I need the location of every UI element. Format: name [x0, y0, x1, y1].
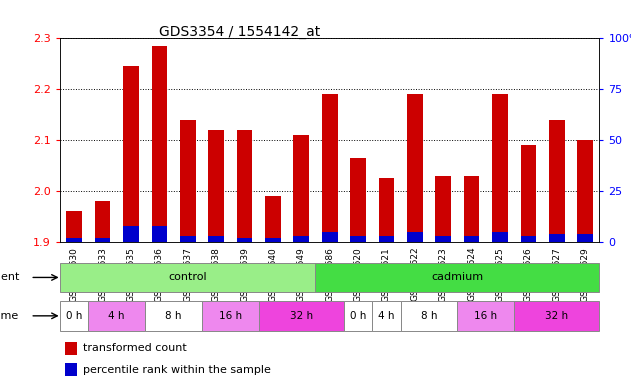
- Bar: [265, 238, 281, 242]
- Bar: [344, 301, 372, 331]
- Bar: [95, 238, 110, 242]
- Bar: [372, 301, 401, 331]
- Bar: [123, 226, 139, 242]
- Bar: [66, 342, 77, 355]
- Bar: [293, 236, 309, 242]
- Text: 4 h: 4 h: [109, 311, 125, 321]
- Bar: [265, 196, 281, 242]
- Bar: [407, 94, 423, 242]
- Bar: [350, 158, 366, 242]
- Bar: [123, 66, 139, 242]
- Bar: [521, 145, 536, 242]
- Bar: [435, 176, 451, 242]
- Bar: [379, 236, 394, 242]
- Bar: [464, 176, 480, 242]
- Bar: [151, 226, 167, 242]
- Bar: [145, 301, 202, 331]
- Bar: [259, 301, 344, 331]
- Text: 32 h: 32 h: [290, 311, 313, 321]
- Bar: [208, 130, 224, 242]
- Bar: [492, 232, 508, 242]
- Bar: [60, 263, 316, 292]
- Text: 0 h: 0 h: [66, 311, 82, 321]
- Bar: [66, 363, 77, 376]
- Bar: [60, 301, 88, 331]
- Text: 8 h: 8 h: [421, 311, 437, 321]
- Text: 4 h: 4 h: [378, 311, 395, 321]
- Bar: [208, 236, 224, 242]
- Bar: [151, 46, 167, 242]
- Bar: [457, 301, 514, 331]
- Bar: [322, 94, 338, 242]
- Text: percentile rank within the sample: percentile rank within the sample: [83, 364, 271, 375]
- Bar: [66, 238, 82, 242]
- Bar: [407, 232, 423, 242]
- Bar: [521, 236, 536, 242]
- Bar: [514, 301, 599, 331]
- Text: GDS3354 / 1554142_at: GDS3354 / 1554142_at: [159, 25, 321, 39]
- Text: 16 h: 16 h: [219, 311, 242, 321]
- Bar: [549, 120, 565, 242]
- Bar: [401, 301, 457, 331]
- Bar: [237, 130, 252, 242]
- Bar: [435, 236, 451, 242]
- Bar: [492, 94, 508, 242]
- Bar: [180, 120, 196, 242]
- Bar: [202, 301, 259, 331]
- Text: 8 h: 8 h: [165, 311, 182, 321]
- Bar: [464, 236, 480, 242]
- Bar: [549, 234, 565, 242]
- Text: agent: agent: [0, 272, 20, 283]
- Text: 16 h: 16 h: [475, 311, 497, 321]
- Bar: [379, 178, 394, 242]
- Bar: [293, 135, 309, 242]
- Text: 0 h: 0 h: [350, 311, 366, 321]
- Text: 32 h: 32 h: [545, 311, 569, 321]
- Bar: [237, 238, 252, 242]
- Text: transformed count: transformed count: [83, 343, 186, 354]
- Text: control: control: [168, 272, 207, 283]
- Text: time: time: [0, 311, 20, 321]
- Bar: [95, 201, 110, 242]
- Bar: [316, 263, 599, 292]
- Text: cadmium: cadmium: [432, 272, 483, 283]
- Bar: [180, 236, 196, 242]
- Bar: [350, 236, 366, 242]
- Bar: [577, 234, 593, 242]
- Bar: [322, 232, 338, 242]
- Bar: [66, 211, 82, 242]
- Bar: [88, 301, 145, 331]
- Bar: [577, 140, 593, 242]
